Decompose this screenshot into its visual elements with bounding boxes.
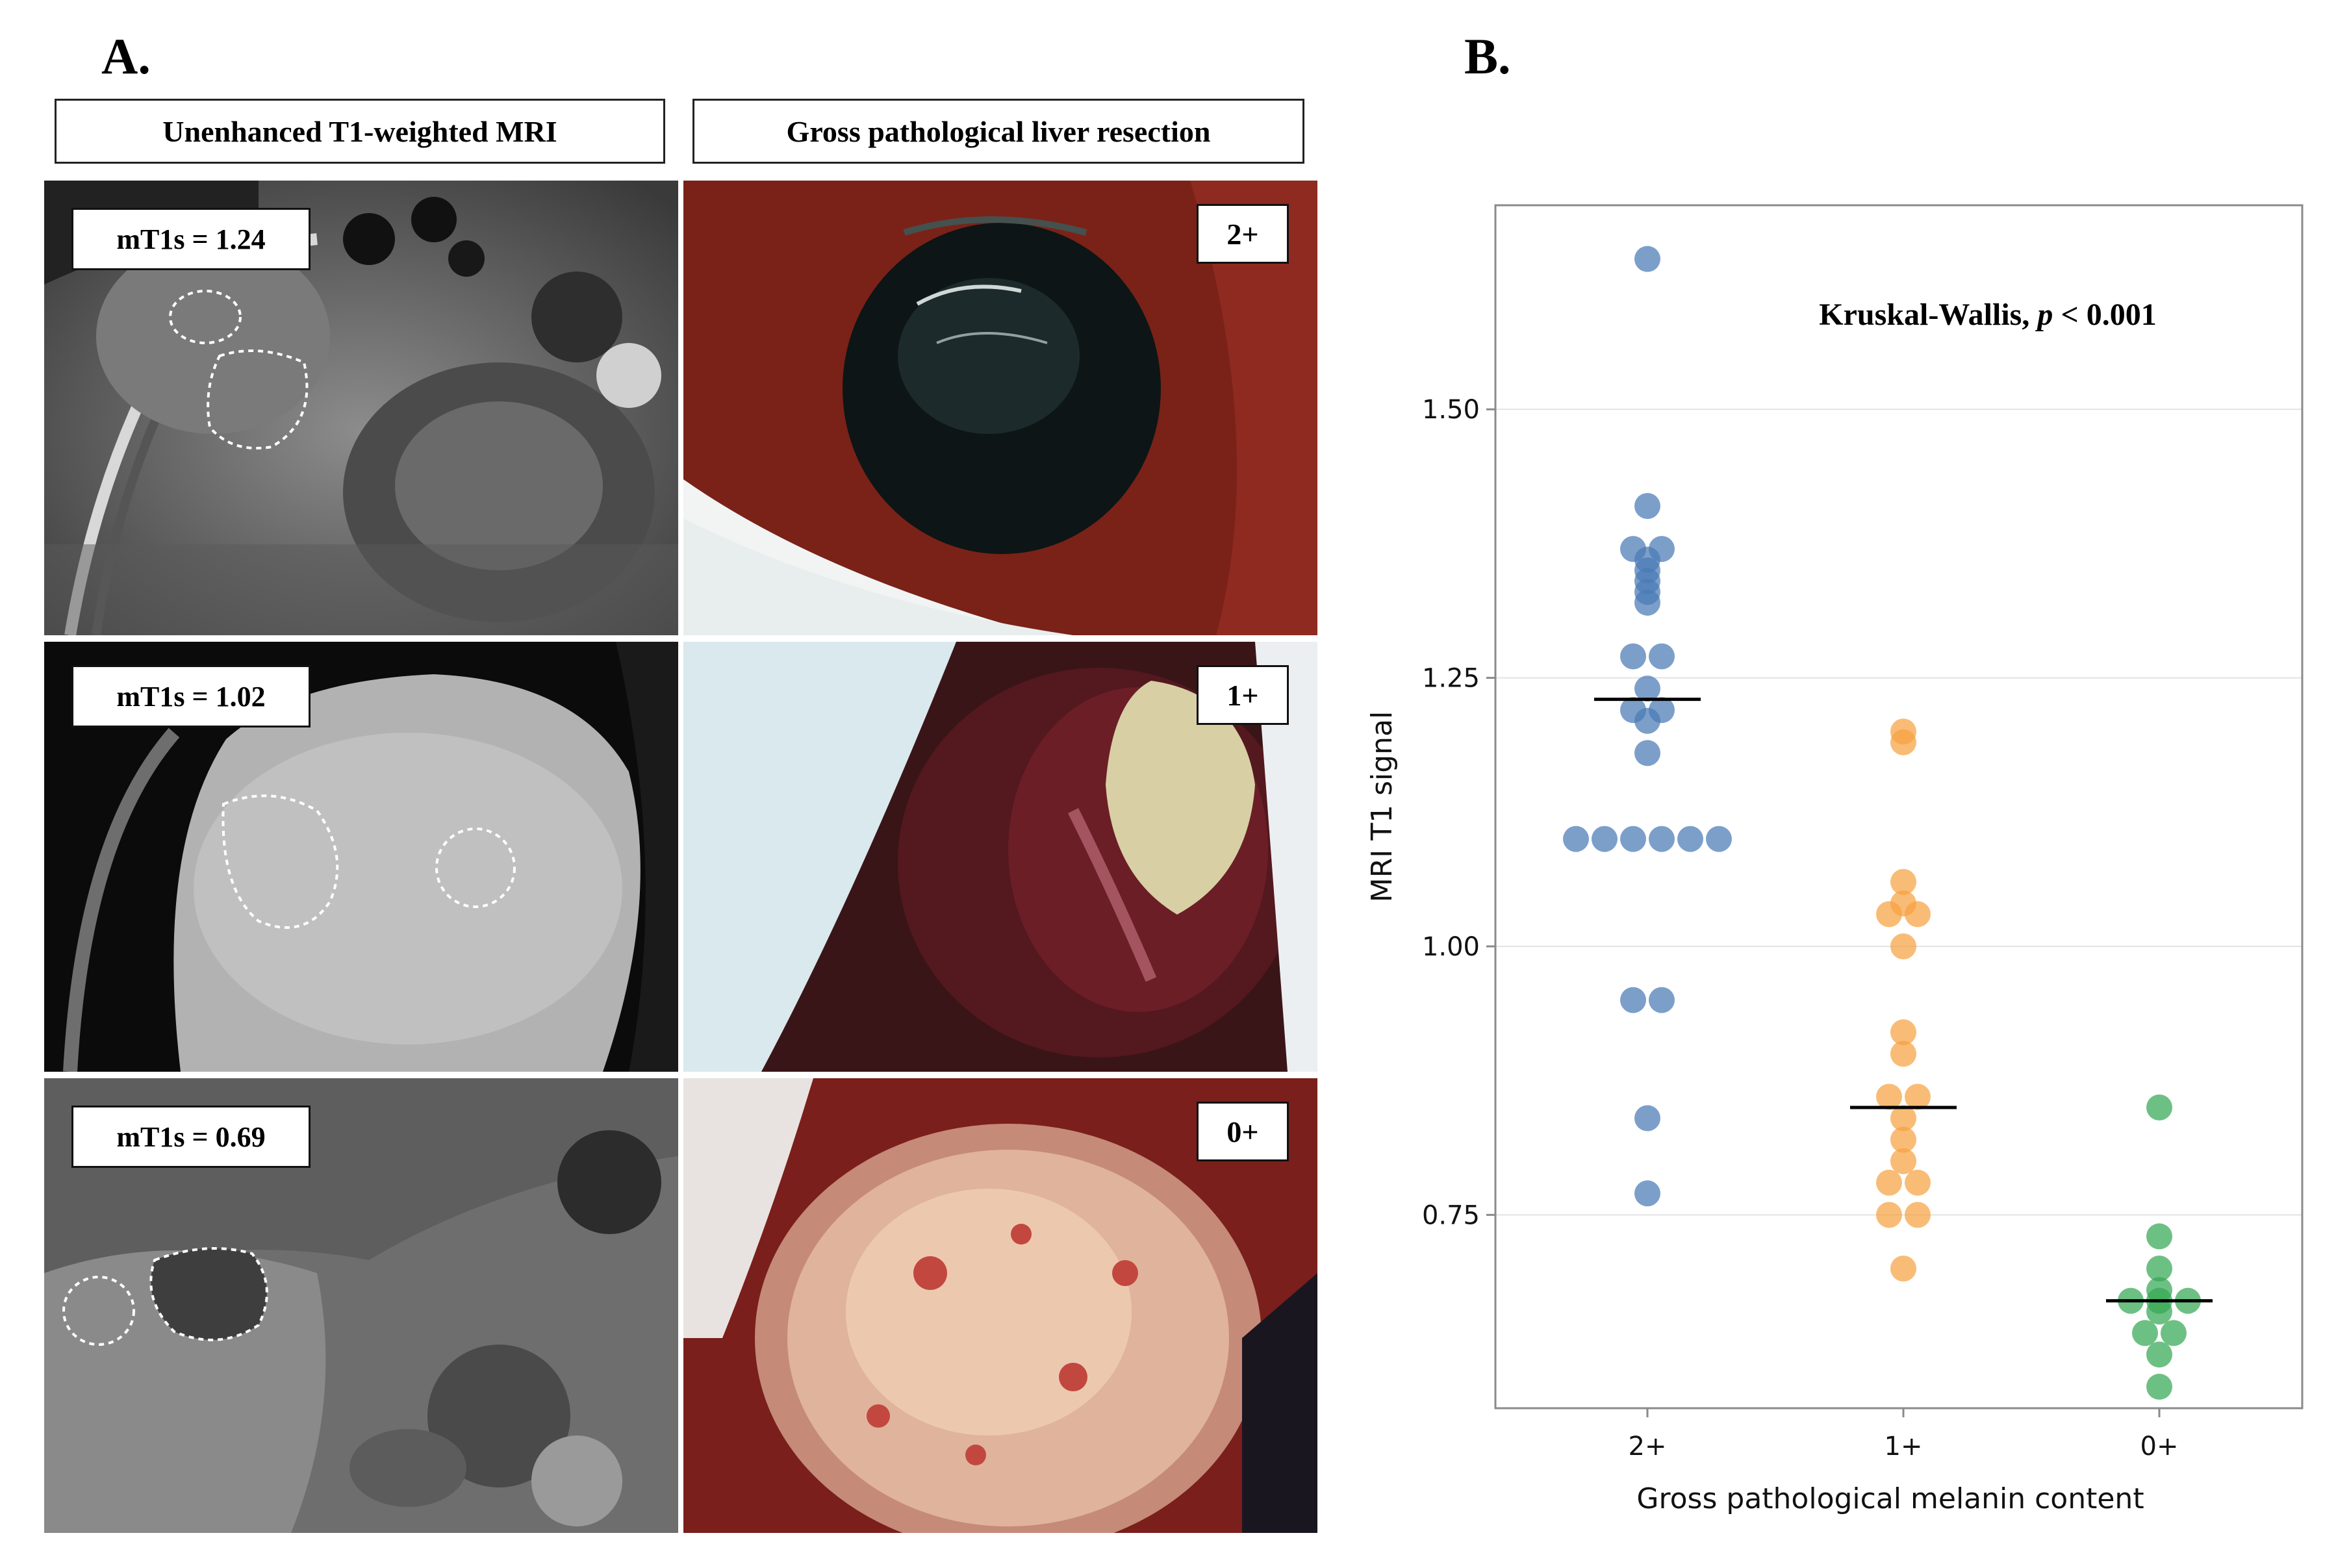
data-point-2+	[1634, 589, 1660, 616]
mri-image-row-3: mT1s = 0.69	[44, 1078, 678, 1533]
data-point-1+	[1905, 1083, 1931, 1110]
data-point-1+	[1890, 1105, 1916, 1132]
data-point-1+	[1890, 729, 1916, 755]
y-tick-label: 0.75	[1422, 1200, 1480, 1230]
data-point-1+	[1876, 1083, 1902, 1110]
data-point-2+	[1649, 826, 1675, 852]
x-axis-label: Gross pathological melanin content	[1636, 1482, 2144, 1515]
data-point-1+	[1890, 1126, 1916, 1153]
data-point-0+	[2132, 1320, 2158, 1347]
data-point-1+	[1876, 901, 1902, 928]
mt1s-label-row-1: mT1s = 1.24	[71, 208, 311, 270]
data-point-1+	[1890, 1019, 1916, 1046]
data-point-2+	[1620, 987, 1646, 1013]
mt1s-label-row-3: mT1s = 0.69	[71, 1106, 311, 1168]
data-point-0+	[2146, 1094, 2172, 1120]
gross-image-row-1: 2+	[683, 181, 1317, 635]
mri-image-row-2: mT1s = 1.02	[44, 642, 678, 1072]
data-point-2+	[1677, 826, 1703, 852]
stat-annotation: Kruskal-Wallis, p < 0.001	[1819, 297, 2156, 332]
median-lines	[1594, 698, 2213, 1303]
panel-b-label: B.	[1464, 28, 1511, 84]
x-tick-labels: 2+ 1+ 0+	[1629, 1408, 2179, 1461]
data-points	[1563, 246, 2201, 1400]
data-point-2+	[1634, 740, 1660, 766]
data-point-2+	[1634, 676, 1660, 702]
x-tick-label: 1+	[1885, 1432, 1923, 1461]
data-point-1+	[1905, 901, 1931, 928]
data-point-2+	[1634, 1180, 1660, 1207]
data-point-2+	[1620, 643, 1646, 670]
data-point-1+	[1905, 1202, 1931, 1228]
data-point-0+	[2146, 1298, 2172, 1325]
data-point-2+	[1634, 1105, 1660, 1132]
data-point-1+	[1876, 1169, 1902, 1196]
data-point-0+	[2161, 1320, 2187, 1347]
grade-label-row-1: 2+	[1197, 204, 1289, 264]
data-point-2+	[1592, 826, 1618, 852]
data-point-2+	[1634, 493, 1660, 519]
data-point-2+	[1634, 246, 1660, 272]
data-point-2+	[1706, 826, 1732, 852]
mri-column-header: Unenhanced T1-weighted MRI	[55, 99, 665, 164]
grade-label-row-2: 1+	[1197, 665, 1289, 725]
y-tick-label: 1.25	[1422, 664, 1480, 694]
data-point-0+	[2146, 1223, 2172, 1250]
x-tick-label: 0+	[2140, 1432, 2179, 1461]
panel-a-label: A.	[101, 28, 151, 84]
gross-image-row-2: 1+	[683, 642, 1317, 1072]
gross-column-header: Gross pathological liver resection	[692, 99, 1304, 164]
data-point-1+	[1890, 933, 1916, 959]
mri-image-row-1: mT1s = 1.24	[44, 181, 678, 635]
data-point-1+	[1890, 868, 1916, 895]
plot-frame	[1494, 204, 2304, 1410]
data-point-1+	[1890, 1041, 1916, 1067]
y-tick-label: 1.50	[1422, 395, 1480, 425]
y-tick-labels: 0.75 1.00 1.25 1.50	[1422, 395, 1495, 1230]
data-point-1+	[1905, 1169, 1931, 1196]
gross-image-row-3: 0+	[683, 1078, 1317, 1533]
data-point-2+	[1649, 987, 1675, 1013]
t1-signal-strip-chart: 0.75 1.00 1.25 1.50 2+ 1+ 0+ Kruskal-Wallis, …	[1365, 204, 2304, 1515]
x-tick-label: 2+	[1629, 1432, 1667, 1461]
data-point-0+	[2146, 1256, 2172, 1282]
grade-label-row-3: 0+	[1197, 1102, 1289, 1161]
data-point-2+	[1634, 707, 1660, 734]
data-point-0+	[2146, 1341, 2172, 1368]
data-point-0+	[2146, 1373, 2172, 1400]
y-axis-label: MRI T1 signal	[1365, 711, 1399, 903]
data-point-1+	[1890, 1148, 1916, 1174]
data-point-2+	[1563, 826, 1589, 852]
data-point-2+	[1649, 643, 1675, 670]
data-point-1+	[1876, 1202, 1902, 1228]
y-tick-label: 1.00	[1422, 932, 1480, 962]
data-point-1+	[1890, 1256, 1916, 1282]
mt1s-label-row-2: mT1s = 1.02	[71, 665, 311, 727]
data-point-2+	[1620, 826, 1646, 852]
